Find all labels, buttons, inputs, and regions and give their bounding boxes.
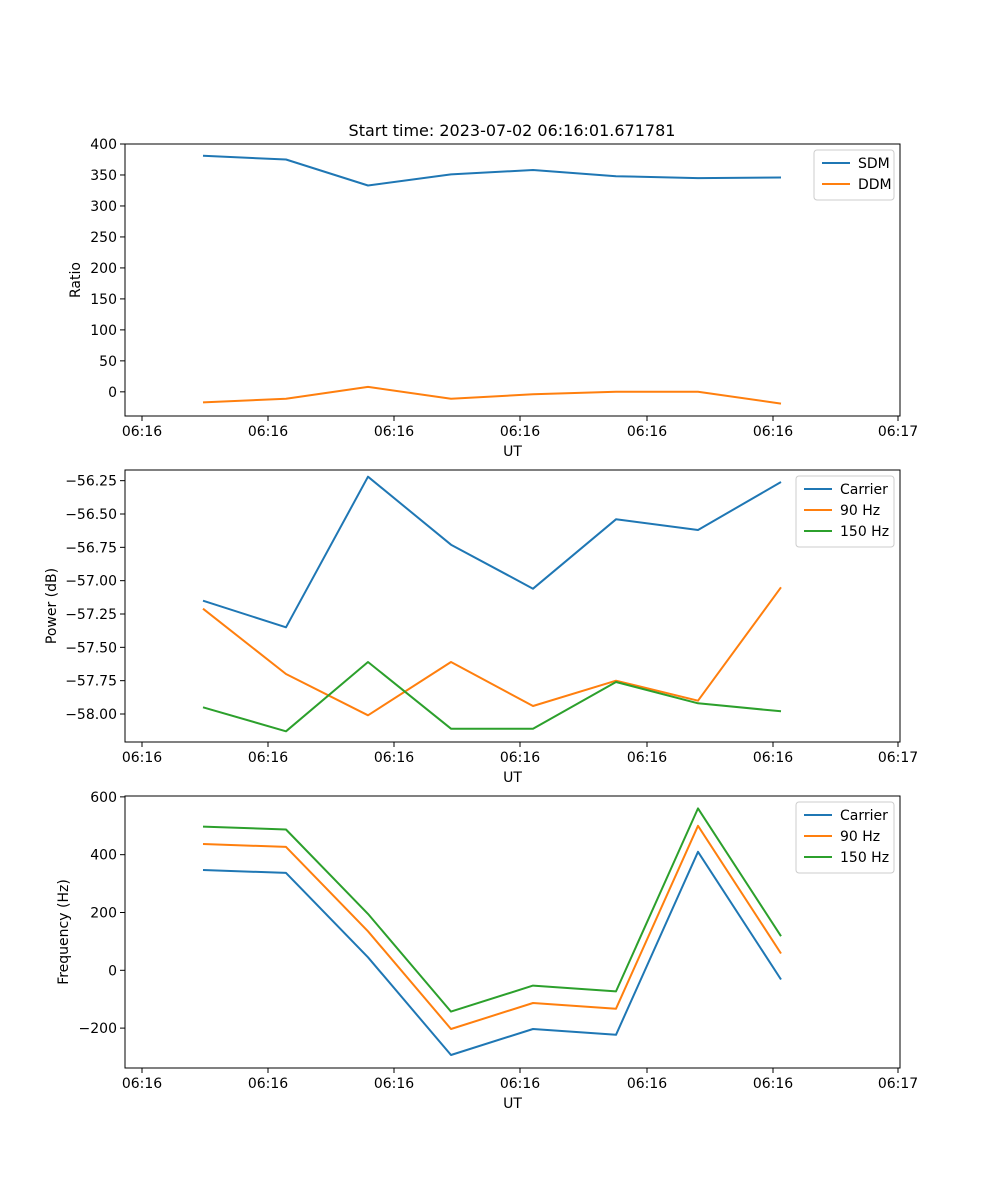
y-tick-label: 400 (90, 848, 117, 864)
x-tick-label: 06:16 (374, 1076, 414, 1092)
x-tick-label: 06:17 (878, 424, 918, 440)
x-axis-label: UT (503, 1096, 522, 1112)
chart-panel-2: 06:16 06:16 06:16 06:16 06:16 06:16 06:17 −58.0… (44, 469, 918, 786)
x-tick-label: 06:16 (627, 424, 667, 440)
series-line-90-hz (202, 586, 782, 717)
y-tick-label: 400 (90, 137, 117, 153)
x-axis-label: UT (503, 444, 522, 460)
x-tick-label: 06:16 (753, 1076, 793, 1092)
y-tick-label: 200 (90, 261, 117, 277)
x-tick-label: 06:16 (122, 1076, 162, 1092)
series-line-150-hz (202, 661, 782, 733)
x-tick-label: 06:16 (122, 750, 162, 766)
x-tick-label: 06:16 (500, 1076, 540, 1092)
x-tick-label: 06:16 (374, 750, 414, 766)
y-tick-label: −200 (79, 1021, 117, 1037)
y-tick-label: −56.50 (65, 507, 117, 523)
plot-frame (124, 143, 901, 417)
y-tick-label: 150 (90, 292, 117, 308)
x-tick-label: 06:17 (878, 750, 918, 766)
y-tick-label: −57.75 (65, 674, 117, 690)
series-line-ddm (202, 385, 782, 405)
y-tick-label: −56.75 (65, 540, 117, 556)
legend-label: SDM (858, 156, 890, 172)
legend-label: DDM (858, 177, 892, 193)
y-tick-label: 50 (99, 354, 117, 370)
y-tick-label: −58.00 (65, 707, 117, 723)
y-tick-label: −56.25 (65, 474, 117, 490)
y-tick-label: 250 (90, 230, 117, 246)
x-tick-label: 06:16 (753, 750, 793, 766)
legend-box (795, 801, 895, 874)
legend: Carrier 90 Hz 150 Hz (795, 801, 895, 874)
y-tick-label: 350 (90, 168, 117, 184)
series-line-sdm (202, 154, 782, 187)
plot-frame (124, 469, 901, 743)
legend-label: Carrier (840, 808, 888, 824)
y-tick-label: −57.50 (65, 640, 117, 656)
legend: SDM DDM (813, 149, 895, 201)
x-tick-label: 06:16 (248, 424, 288, 440)
chart-panel-1: 06:16 06:16 06:16 06:16 06:16 06:16 06:17 0 50 10… (68, 137, 918, 460)
series-line-150-hz (202, 807, 782, 1013)
y-tick-label: 600 (90, 790, 117, 806)
x-tick-label: 06:16 (753, 424, 793, 440)
x-tick-label: 06:16 (627, 1076, 667, 1092)
y-tick-label: 0 (108, 385, 117, 401)
y-axis-label: Frequency (Hz) (56, 879, 72, 985)
figure-title: Start time: 2023-07-02 06:16:01.671781 (349, 121, 676, 140)
y-tick-label: 100 (90, 323, 117, 339)
plot-frame (124, 795, 901, 1069)
series-line-carrier (202, 475, 782, 629)
legend-label: Carrier (840, 482, 888, 498)
x-tick-label: 06:16 (500, 424, 540, 440)
y-tick-label: 200 (90, 905, 117, 921)
legend: Carrier 90 Hz 150 Hz (795, 475, 895, 548)
legend-label: 150 Hz (840, 524, 889, 540)
x-tick-label: 06:16 (374, 424, 414, 440)
y-tick-label: 300 (90, 199, 117, 215)
y-axis-label: Power (dB) (44, 568, 60, 644)
series-line-90-hz (202, 824, 782, 1030)
x-axis-label: UT (503, 770, 522, 786)
legend-label: 90 Hz (840, 829, 880, 845)
x-tick-label: 06:16 (122, 424, 162, 440)
y-tick-label: −57.25 (65, 607, 117, 623)
y-axis-label: Ratio (68, 262, 84, 298)
x-tick-label: 06:17 (878, 1076, 918, 1092)
legend-label: 90 Hz (840, 503, 880, 519)
legend-box (795, 475, 895, 548)
y-tick-label: 0 (108, 963, 117, 979)
x-tick-label: 06:16 (500, 750, 540, 766)
series-line-carrier (202, 850, 782, 1056)
y-tick-label: −57.00 (65, 574, 117, 590)
chart-panel-3: 06:16 06:16 06:16 06:16 06:16 06:16 06:17 −200 0… (56, 790, 918, 1112)
x-tick-label: 06:16 (248, 750, 288, 766)
x-tick-label: 06:16 (627, 750, 667, 766)
x-tick-label: 06:16 (248, 1076, 288, 1092)
legend-label: 150 Hz (840, 850, 889, 866)
